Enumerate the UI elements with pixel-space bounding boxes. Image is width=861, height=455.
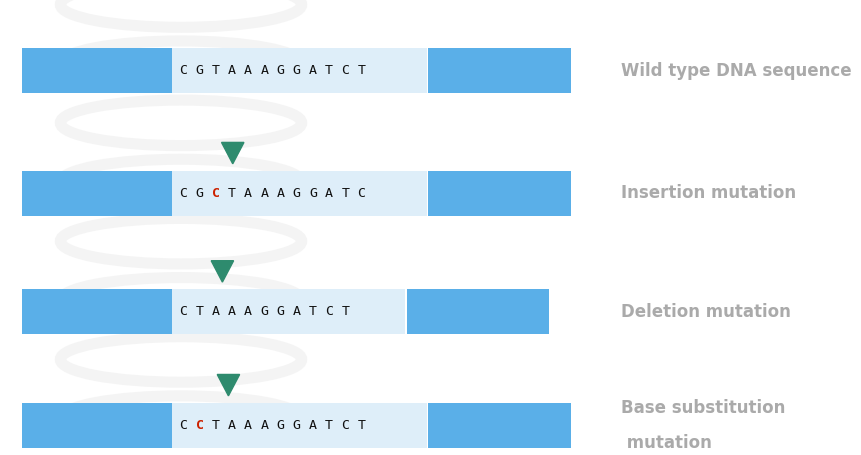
Polygon shape <box>217 374 239 396</box>
Text: T: T <box>212 64 220 77</box>
Bar <box>428 48 570 93</box>
Text: C: C <box>325 305 332 318</box>
Text: T: T <box>341 305 349 318</box>
Text: C: C <box>179 64 187 77</box>
Bar <box>172 171 426 216</box>
Text: C: C <box>179 305 187 318</box>
Bar <box>22 289 172 334</box>
Text: C: C <box>212 187 220 200</box>
Text: C: C <box>341 64 349 77</box>
Text: G: G <box>195 187 203 200</box>
Bar <box>428 171 570 216</box>
Text: T: T <box>212 419 220 432</box>
Text: C: C <box>179 187 187 200</box>
Text: C: C <box>341 419 349 432</box>
Text: T: T <box>325 64 332 77</box>
Text: C: C <box>357 187 365 200</box>
Text: G: G <box>293 419 300 432</box>
Text: G: G <box>276 305 284 318</box>
Bar <box>172 289 405 334</box>
Text: G: G <box>293 64 300 77</box>
Bar <box>406 289 548 334</box>
Polygon shape <box>221 142 244 164</box>
Bar <box>172 403 426 448</box>
Text: G: G <box>293 187 300 200</box>
Text: G: G <box>260 305 268 318</box>
Text: Base substitution: Base substitution <box>620 399 784 417</box>
Text: A: A <box>260 419 268 432</box>
Bar <box>22 403 172 448</box>
Text: T: T <box>357 64 365 77</box>
Text: A: A <box>244 187 251 200</box>
Text: A: A <box>227 305 236 318</box>
Text: A: A <box>325 187 332 200</box>
Text: T: T <box>227 187 236 200</box>
Text: A: A <box>244 64 251 77</box>
Bar <box>22 48 172 93</box>
Bar <box>172 48 426 93</box>
Text: G: G <box>195 64 203 77</box>
Text: Insertion mutation: Insertion mutation <box>620 184 795 202</box>
Text: T: T <box>195 305 203 318</box>
Text: A: A <box>260 64 268 77</box>
Bar <box>428 403 570 448</box>
Text: A: A <box>293 305 300 318</box>
Text: A: A <box>260 187 268 200</box>
Text: A: A <box>244 305 251 318</box>
Bar <box>22 171 172 216</box>
Text: A: A <box>212 305 220 318</box>
Text: C: C <box>179 419 187 432</box>
Text: Wild type DNA sequence: Wild type DNA sequence <box>620 61 851 80</box>
Text: G: G <box>276 419 284 432</box>
Text: A: A <box>244 419 251 432</box>
Text: A: A <box>227 419 236 432</box>
Text: T: T <box>325 419 332 432</box>
Text: T: T <box>357 419 365 432</box>
Text: A: A <box>276 187 284 200</box>
Polygon shape <box>211 261 233 282</box>
Text: A: A <box>308 419 317 432</box>
Text: A: A <box>308 64 317 77</box>
Text: A: A <box>227 64 236 77</box>
Text: G: G <box>276 64 284 77</box>
Text: Deletion mutation: Deletion mutation <box>620 303 790 321</box>
Text: T: T <box>308 305 317 318</box>
Text: T: T <box>341 187 349 200</box>
Text: mutation: mutation <box>620 434 710 452</box>
Text: C: C <box>195 419 203 432</box>
Text: G: G <box>308 187 317 200</box>
